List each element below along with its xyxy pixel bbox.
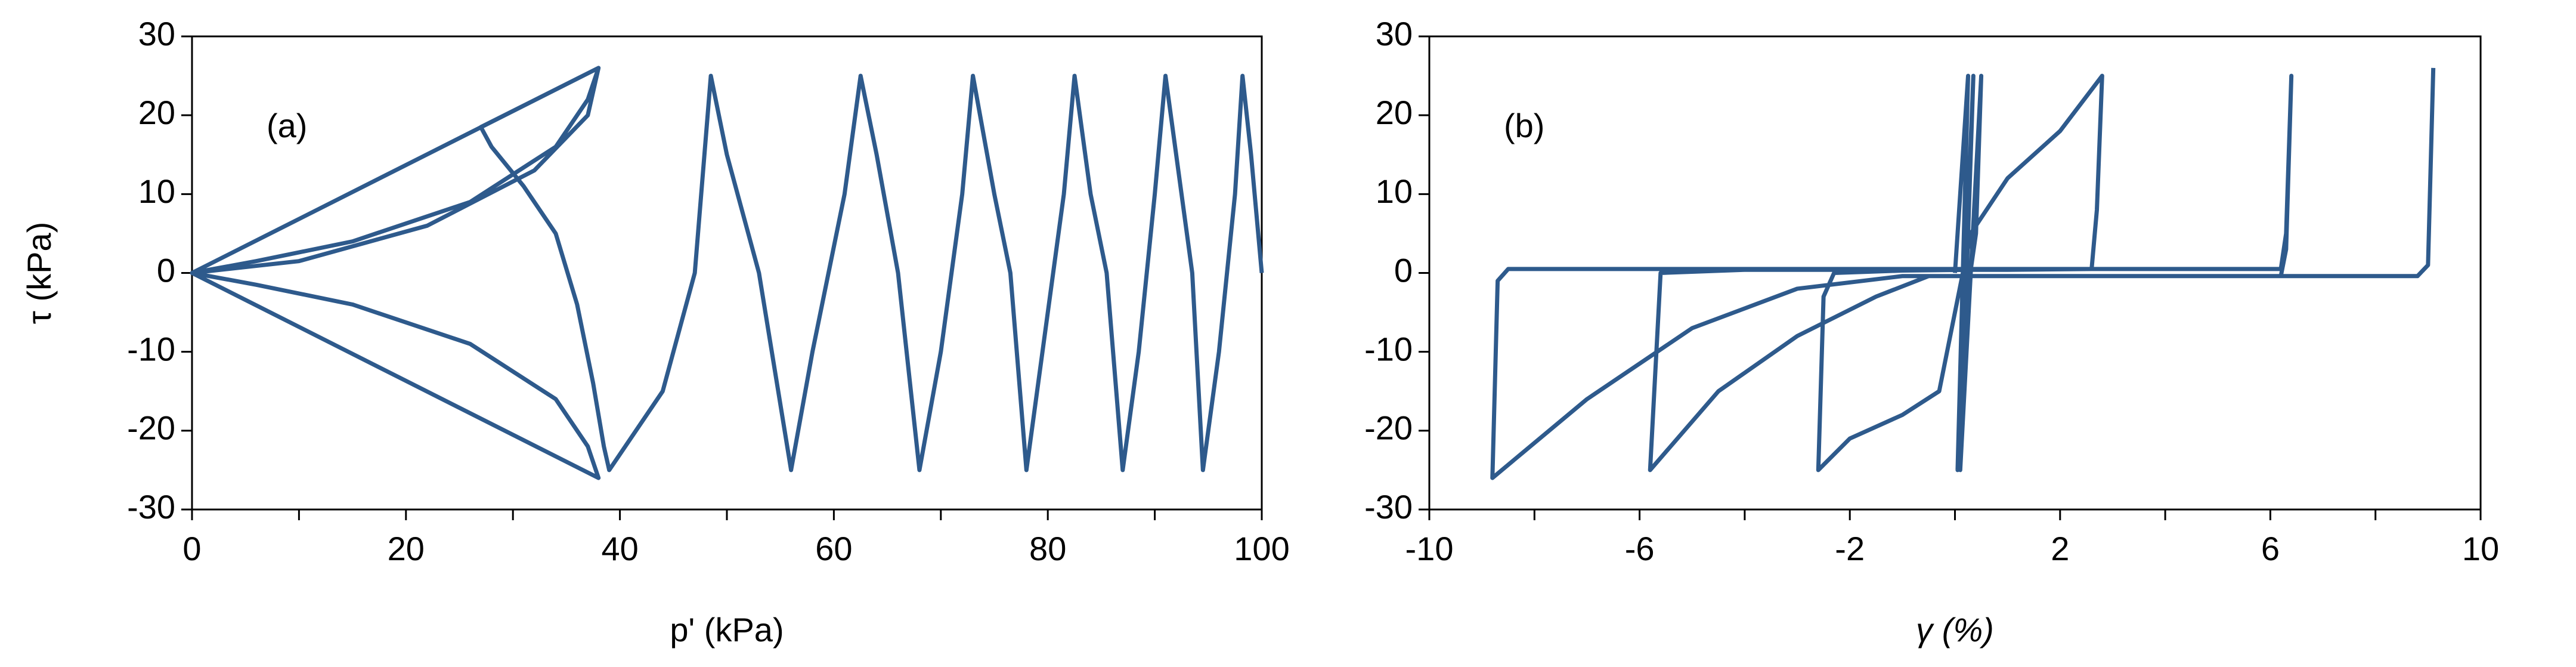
- x-tick-label: -2: [1835, 530, 1865, 567]
- x-tick-label: 80: [1029, 530, 1066, 567]
- y-axis-title: τ (kPa): [20, 222, 58, 324]
- y-tick-label: 20: [1376, 94, 1413, 131]
- panel-label: (a): [267, 107, 307, 144]
- x-tick-label: 0: [182, 530, 201, 567]
- y-tick-label: -10: [1364, 330, 1413, 368]
- y-tick-label: -30: [127, 488, 175, 526]
- y-tick-label: 0: [1394, 251, 1413, 289]
- y-tick-label: 10: [1376, 172, 1413, 210]
- x-tick-label: 6: [2261, 530, 2280, 567]
- x-tick-label: 20: [388, 530, 425, 567]
- y-tick-label: -20: [127, 409, 175, 447]
- y-tick-label: -20: [1364, 409, 1413, 447]
- x-tick-label: 2: [2051, 530, 2069, 567]
- data-line: [1490, 67, 2436, 480]
- panel-label: (b): [1504, 107, 1544, 144]
- y-tick-label: -30: [1364, 488, 1413, 526]
- x-axis-title: p' (kPa): [670, 611, 784, 649]
- y-tick-label: 30: [1376, 15, 1413, 53]
- x-tick-label: 100: [1234, 530, 1289, 567]
- x-tick-label: 10: [2462, 530, 2499, 567]
- x-tick-label: 60: [815, 530, 852, 567]
- x-tick-label: -6: [1625, 530, 1655, 567]
- x-tick-label: 40: [601, 530, 638, 567]
- y-tick-label: 30: [138, 15, 175, 53]
- x-tick-label: -10: [1405, 530, 1454, 567]
- y-tick-label: 10: [138, 172, 175, 210]
- data-line: [190, 66, 1264, 480]
- x-axis-title: γ (%): [1916, 611, 1994, 649]
- y-tick-label: -10: [127, 330, 175, 368]
- y-tick-label: 20: [138, 94, 175, 131]
- y-tick-label: 0: [157, 251, 175, 289]
